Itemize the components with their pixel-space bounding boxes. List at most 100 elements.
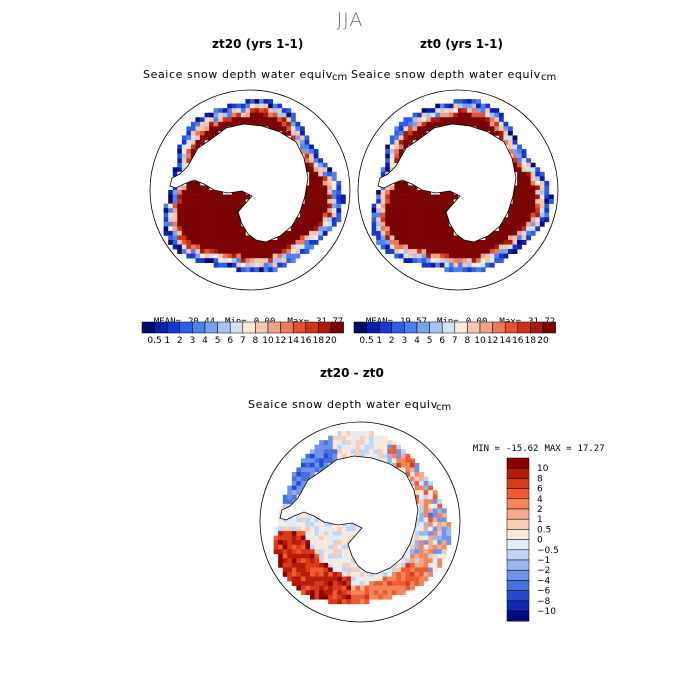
panel-1-cell [218,121,224,127]
panel-1-cell [227,258,233,264]
panel-3-cell [378,444,384,450]
panel-1-cell [259,258,264,264]
panel-1-cell [231,258,237,264]
panel-2-cell [435,221,441,227]
panel-1-cell [286,117,292,123]
panel-3-cell [364,449,370,455]
panel-3-cell [296,544,302,550]
panel-1-cell [295,135,301,141]
panel-1-cell [304,153,310,159]
panel-3-cell [391,444,397,450]
panel-1-cell [231,249,237,254]
panel-2-cell [480,103,486,109]
panel-3-cell [328,553,334,559]
panel-3-cell [419,512,424,518]
panel-3-cell [441,553,447,559]
panel-1-cell [277,121,283,127]
panel-1-cell [295,253,301,259]
panel-2-cell [494,235,500,241]
panel-2-cell [439,103,445,109]
panel-1-cell [263,262,269,268]
panel-3-cell [419,508,424,514]
panel-3-cell [414,553,420,559]
panel-2-cell [476,103,482,109]
panel-3-colorbar-tick-label: −4 [537,576,551,586]
panel-2-cell [453,262,459,268]
panel-3-colorbar-tick-label: −10 [537,607,556,617]
panel-2-cell [458,121,463,127]
panel-1-map [149,89,351,291]
panel-2-cell [530,212,536,218]
panel-2-cell [398,249,404,254]
panel-2-cell [385,144,391,150]
panel-3-cell [419,494,424,500]
panel-3-cell [319,462,324,468]
panel-2-cell [417,258,422,264]
panel-1-cell [254,253,260,259]
panel-2-cell [444,230,450,236]
panel-2-colorbar: 0.5 1 2 3 4 5 6 7 8 10 12 14 16 18 20 [353,321,556,346]
panel-1-cell [304,203,310,209]
panel-2-cell [439,121,445,127]
panel-3-cell [437,558,443,564]
panel-1-colorbar-swatch [267,321,281,334]
panel-3-cell [387,440,393,446]
panel-1-cell [268,112,274,118]
panel-3-cell [391,567,397,573]
panel-1-cell [200,212,205,218]
panel-1-cell [290,240,296,245]
panel-1-cell [227,112,233,118]
panel-1-cell [272,121,278,127]
panel-2-cell [376,203,382,209]
panel-1-cell [304,194,310,200]
panel-1-cell [327,212,333,218]
panel-1-cell [177,226,183,232]
panel-3-colorbar-tick-label: −2 [537,566,550,576]
panel-1-cell [263,258,269,264]
panel-3-cell [332,535,338,541]
panel-1-cell [245,258,251,264]
panel-3-cell [423,544,429,550]
panel-2-cell [371,226,377,232]
panel-2-cell [458,258,463,264]
panel-2-cell [517,144,522,150]
panel-1-cell [222,117,228,123]
panel-2-cell [526,176,532,182]
panel-3-cell [410,558,415,564]
panel-3-cell [323,567,329,573]
panel-3-cell [341,431,347,436]
panel-2-cell [408,253,413,259]
panel-1-cell [327,185,333,191]
panel-3-cell [441,531,447,536]
panel-3-cell [391,562,397,568]
panel-2-cell [494,258,500,264]
panel-1-cell [222,253,228,259]
panel-1-cell [209,217,214,223]
panel-2-cell [430,235,436,241]
panel-3-cell [314,526,320,532]
panel-1-cell [200,258,205,264]
panel-2-cell [539,199,545,204]
panel-3-cell [319,567,324,573]
panel-2-cell [408,212,413,218]
panel-2-cell [430,112,436,118]
panel-1-cell [300,217,305,223]
panel-1-cell [277,112,283,118]
panel-1-cell [281,230,287,236]
panel-2-cell [394,190,400,195]
panel-3-cell [332,435,338,441]
panel-3-cell [441,522,447,527]
panel-2-cell [458,103,463,109]
panel-1-cell [318,158,324,164]
panel-2-cell [521,226,527,232]
panel-3-cell [314,590,320,596]
panel-3-cell [296,522,302,527]
panel-1-cell [268,253,274,259]
panel-3-cell [300,472,306,477]
panel-3-cell [405,562,411,568]
panel-3-cell [341,453,347,459]
panel-1-cell [318,176,324,182]
panel-2-cell [430,217,436,223]
panel-3-cell [319,522,324,527]
panel-3-cell [314,549,320,555]
